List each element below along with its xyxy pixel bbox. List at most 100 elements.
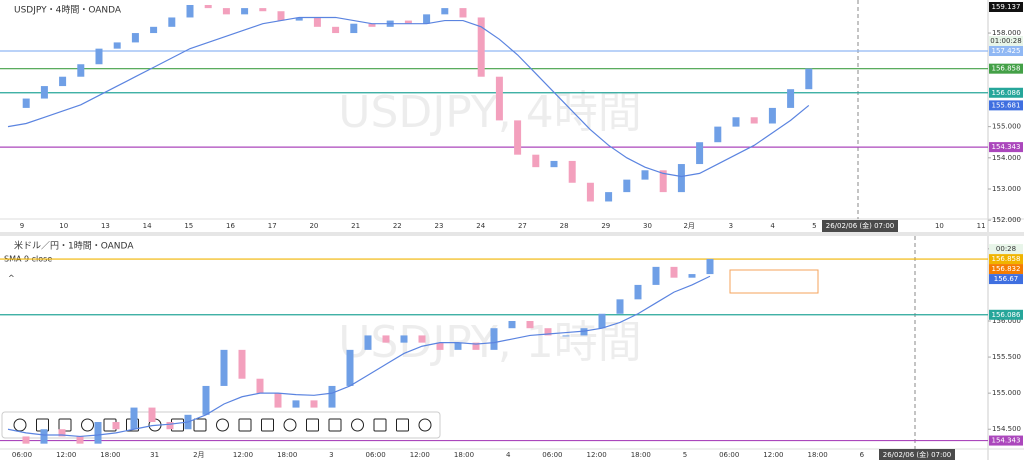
x-tick-label: 6 [860,451,865,459]
tool-icon[interactable] [283,418,297,432]
price-tag [989,87,1023,98]
candle-body [641,170,649,180]
cursor-time-box [879,449,955,460]
candle-body [670,266,678,278]
candle-body [714,126,722,143]
candle-body [659,170,667,193]
tool-icon[interactable] [328,418,342,432]
candle-body [526,320,534,329]
y-tick-label: 158.000 [992,29,1021,37]
candle-body [112,422,120,430]
x-tick-label: 28 [560,222,569,230]
price-tag [989,274,1023,285]
tool-icon[interactable] [238,418,252,432]
candle-body [605,192,613,202]
candle-body [238,349,246,379]
candle-body [222,8,230,15]
collapse-icon[interactable]: ^ [8,274,15,283]
candle-body [256,378,264,394]
tool-icon[interactable] [396,418,409,432]
price-tag [989,254,1023,265]
top-title[interactable]: USDJPY・4時間・OANDA [14,5,122,16]
countdown-tag [989,244,1023,255]
candle-body [368,23,376,27]
y-tick-label: 155.000 [992,123,1021,131]
candle-body [634,284,642,300]
x-tick-label: 12:00 [763,451,783,459]
tool-icon[interactable] [261,418,274,432]
x-tick-label: 18:00 [100,451,120,459]
x-tick-label: 4 [506,451,511,459]
price-tag-label: 154.343 [992,437,1021,445]
x-tick-label: 23 [435,222,444,230]
candle-body [148,407,156,423]
x-tick-label: 06:00 [542,451,562,459]
x-tick-label: 3 [729,222,733,230]
cursor-time-label: 26/02/06 (金) 07:00 [883,450,952,459]
candle-body [472,342,480,350]
x-tick-label: 29 [601,222,610,230]
watermark: USDJPY, 4時間 [338,87,641,138]
x-tick-label: 27 [518,222,527,230]
x-tick-label: 12:00 [233,451,253,459]
tool-icon[interactable] [216,418,229,432]
candle-body [259,8,267,12]
sma-line [7,275,711,438]
x-tick-label: 31 [150,451,159,459]
candle-body [490,328,498,350]
candle-body [787,89,795,108]
candle-body [750,117,758,124]
price-tag-label: 156.086 [992,89,1021,97]
candle-body [59,76,67,87]
candle-body [346,349,354,386]
tool-icon[interactable] [351,418,364,432]
candle-body [186,4,194,18]
candle-body [58,429,66,437]
price-tag-label: 156.858 [992,255,1021,263]
tool-icon[interactable] [373,418,387,432]
x-tick-label: 2月 [193,451,204,459]
tool-icon[interactable] [13,418,27,432]
drawn-rectangle[interactable] [729,269,819,294]
candle-body [544,328,552,336]
y-tick-label: 156.000 [992,317,1021,325]
candle-body [400,335,408,343]
countdown-tag [989,35,1023,46]
countdown-label: 01:00:28 [990,37,1021,45]
price-tag-label: 157.425 [992,47,1021,55]
candle-body [568,160,576,183]
candle-body [295,17,303,21]
candle-body [274,393,282,408]
x-tick-label: 22 [393,222,402,230]
candle-body [477,17,485,77]
candle-body [313,17,321,27]
tool-icon[interactable] [193,418,207,432]
candle-body [616,299,624,314]
candle-body [382,335,390,343]
candle-body [454,342,462,350]
x-tick-label: 14 [143,222,152,230]
x-tick-label: 18:00 [808,451,828,459]
price-tag-label: 156.858 [992,65,1021,73]
tool-icon[interactable] [306,418,319,432]
candle-body [220,349,228,386]
cursor-time-box [822,220,898,232]
candle-body [113,42,121,49]
y-tick-label: 153.000 [992,185,1021,193]
x-tick-label: 06:00 [719,451,739,459]
candle-body [292,400,300,408]
x-tick-label: 06:00 [12,451,32,459]
bottom-title[interactable]: 米ドル／円・1時間・OANDA [14,240,134,252]
candle-body [677,164,685,193]
tool-icon[interactable] [81,418,94,432]
candle-body [277,11,285,21]
tool-icon[interactable] [418,418,432,432]
price-tag-label: 155.681 [992,101,1021,109]
candle-body [22,436,30,444]
price-tag [989,309,1023,320]
price-tag-label: 154.343 [992,143,1021,151]
x-tick-label: 3 [329,451,333,459]
candle-body [166,422,174,430]
candle-body [514,120,522,155]
